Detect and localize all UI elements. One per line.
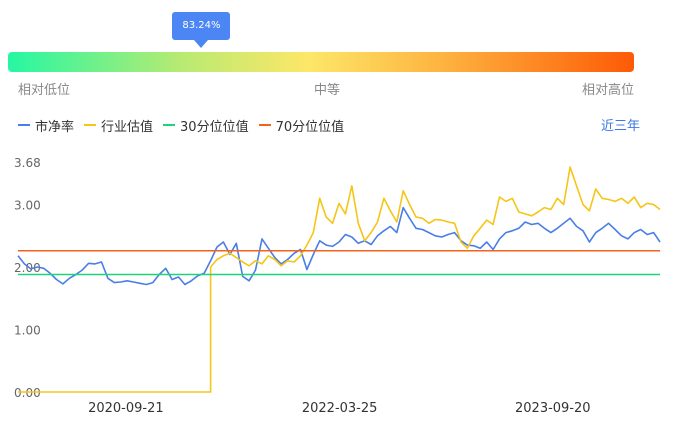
gauge-gradient-bar (8, 52, 634, 72)
legend-item-p70[interactable]: 70分位位值 (258, 116, 345, 135)
legend-swatch (84, 124, 97, 126)
valuation-gauge: 83.24% (8, 12, 634, 72)
x-tick-label: 2023-09-20 (515, 401, 591, 416)
legend-swatch (18, 124, 30, 126)
y-tick-label: 2.00 (14, 261, 41, 275)
y-tick-label: 1.00 (14, 324, 41, 338)
gauge-low-label: 相对低位 (18, 83, 71, 98)
range-selector-link[interactable]: 近三年 (600, 119, 640, 134)
gauge-value-tooltip: 83.24% (172, 12, 231, 48)
x-tick-label: 2022-03-25 (302, 401, 378, 416)
series-line-0 (17, 206, 661, 286)
chart-legend: 市净率 行业估值 30分位位值 70分位位值 (18, 115, 344, 135)
legend-swatch (163, 124, 176, 126)
y-tick-label: 3.00 (14, 199, 41, 213)
legend-item-p30[interactable]: 30分位位值 (163, 116, 249, 135)
gauge-mid-label: 中等 (314, 83, 341, 98)
y-tick-label: 0.00 (14, 386, 41, 400)
legend-label: 行业估值 (101, 119, 154, 135)
series-line-1 (18, 166, 661, 393)
legend-item-industry[interactable]: 行业估值 (84, 116, 153, 135)
legend-label: 市净率 (35, 119, 75, 135)
gauge-high-label: 相对高位 (582, 83, 635, 98)
y-tick-label: 3.68 (14, 156, 41, 170)
legend-label: 70分位位值 (275, 119, 345, 135)
legend-label: 30分位位值 (180, 119, 249, 135)
x-tick-label: 2020-09-21 (88, 401, 164, 416)
legend-swatch (258, 124, 271, 126)
legend-item-pb[interactable]: 市净率 (18, 116, 74, 135)
